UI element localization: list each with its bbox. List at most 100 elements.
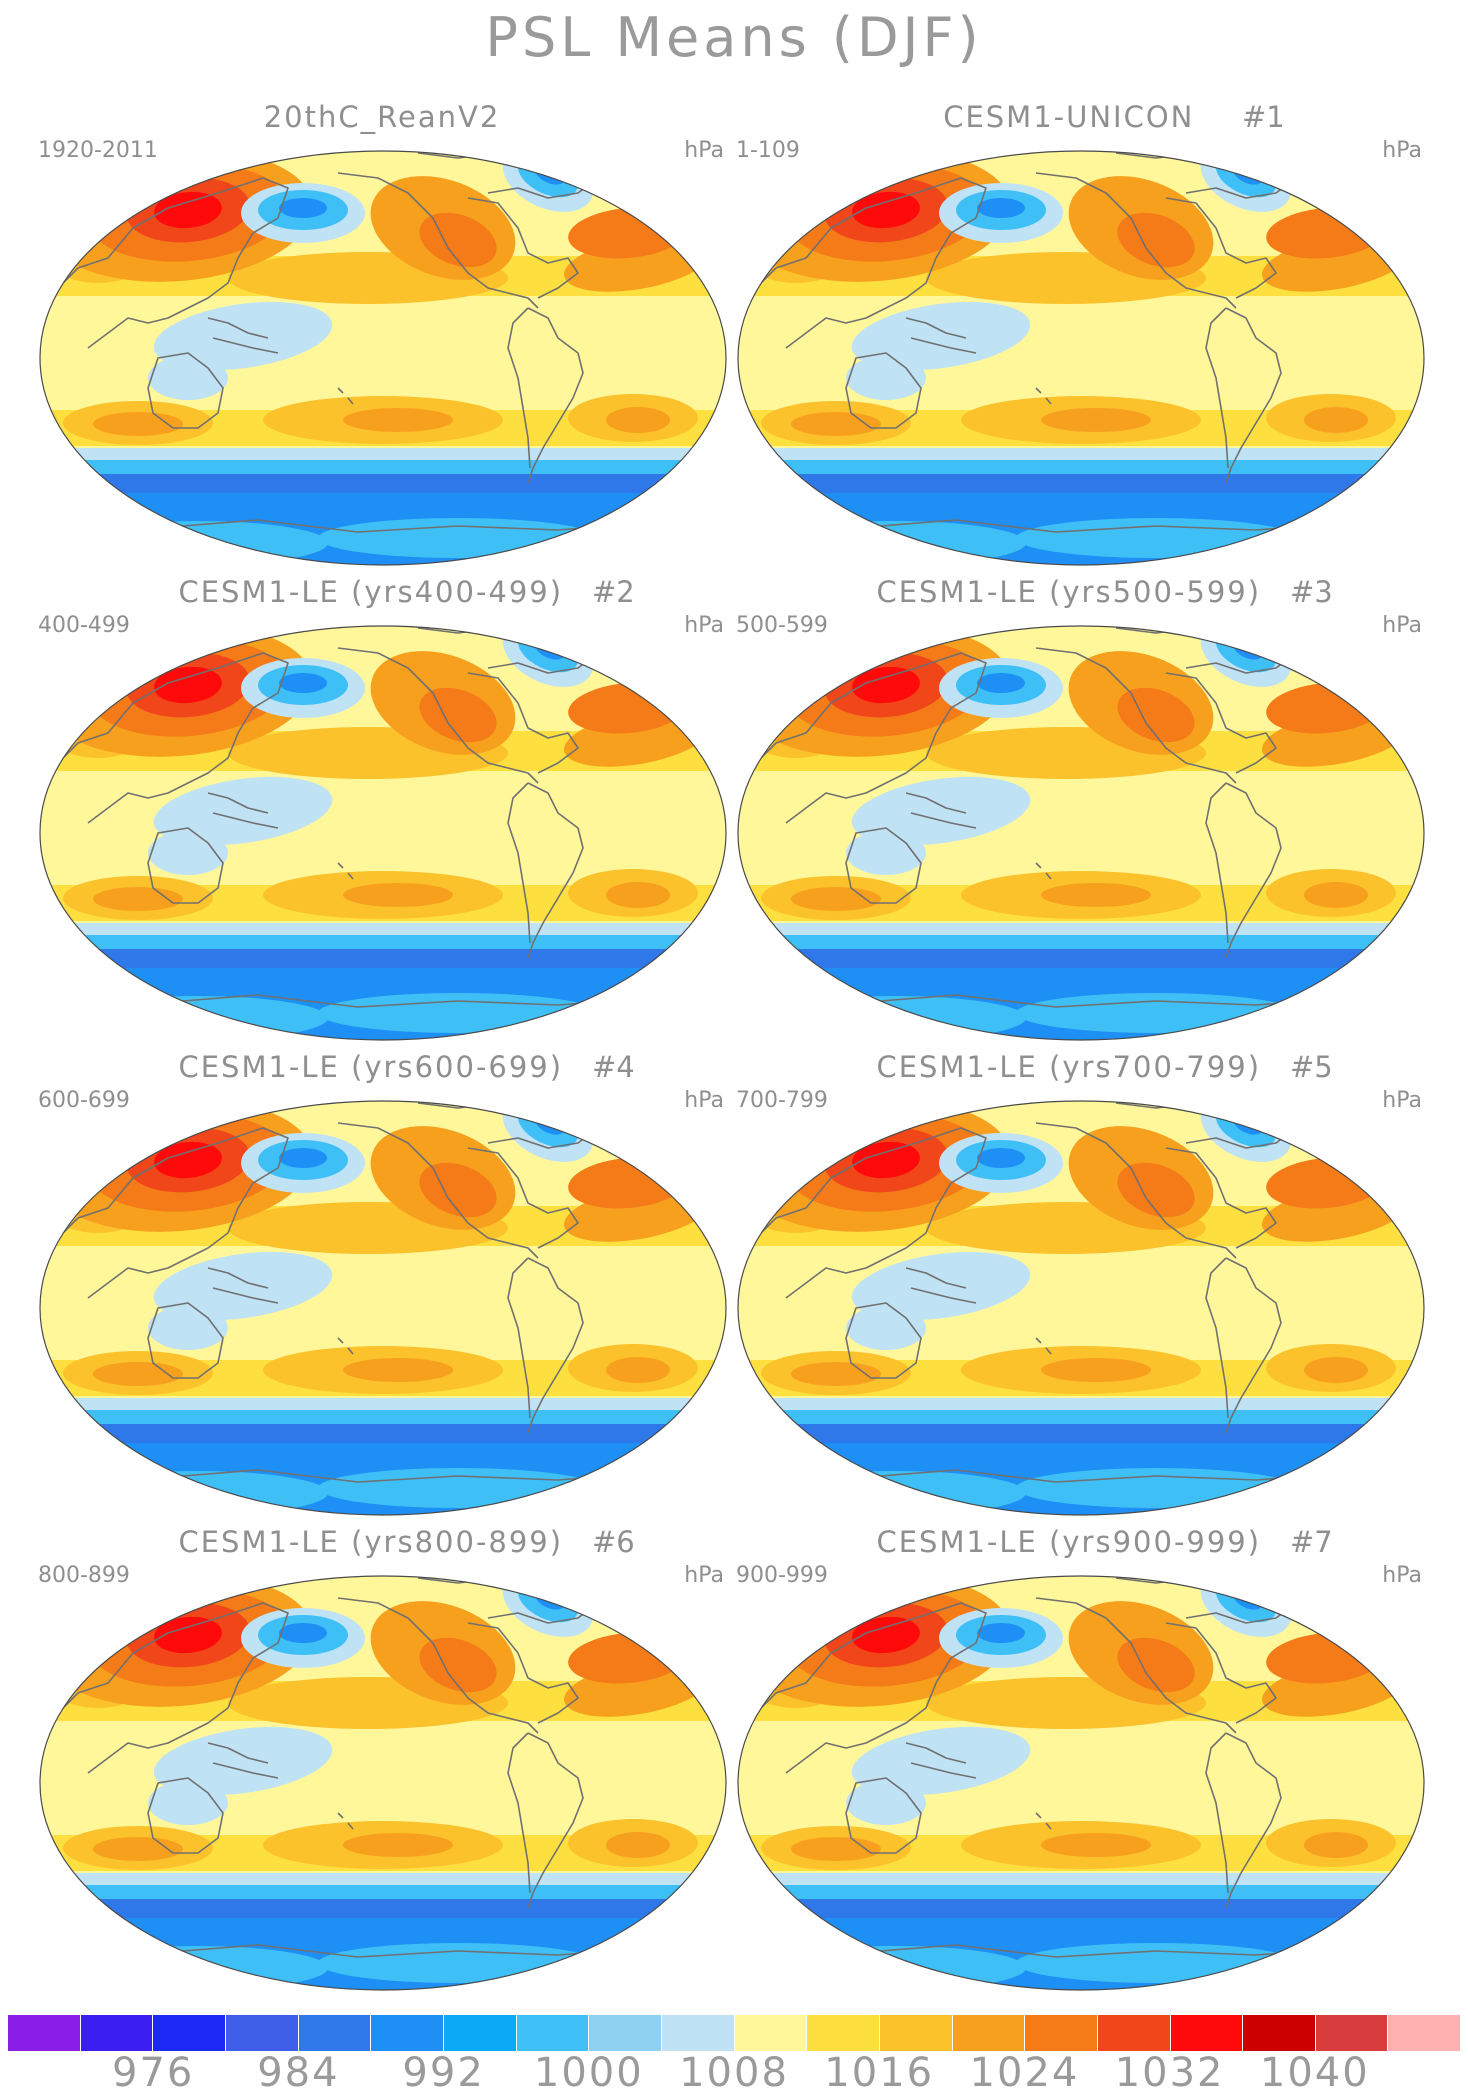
colorbar-tick-label: 1040 <box>1259 2050 1370 2096</box>
siberian-high-center <box>154 666 222 704</box>
south-atlantic-high-core <box>606 882 670 908</box>
colorbar-tick-label: 1024 <box>969 2050 1080 2096</box>
antarctic-light-patch <box>68 996 328 1040</box>
colorbar-box <box>1315 2015 1389 2051</box>
eurasia-coast <box>47 1127 289 1299</box>
south-indian-high-core <box>791 412 881 436</box>
south-america-west-coast <box>507 1257 531 1419</box>
panel-years: 700-799 <box>736 1088 828 1113</box>
south-america-coast <box>1225 307 1282 484</box>
south-pacific-high-core <box>343 1833 453 1857</box>
siberian-high-center <box>852 191 920 229</box>
aleutian-low-core <box>279 1148 327 1168</box>
south-america-coast <box>527 1257 584 1434</box>
panel-title: 20thC_ReanV2 <box>263 100 501 134</box>
north-america-east-coast <box>467 197 579 299</box>
panel-units: hPa <box>684 1563 724 1588</box>
antarctic-light-patch <box>68 1471 328 1515</box>
islands-coast <box>905 1742 977 1779</box>
panel-years: 1-109 <box>736 138 800 163</box>
colorbar-box <box>1025 2015 1098 2051</box>
colorbar-box <box>807 2015 880 2051</box>
islands-coast <box>905 1267 977 1304</box>
new-zealand-coast <box>337 387 354 405</box>
south-atlantic-high-core <box>606 1357 670 1383</box>
eurasia-coast <box>745 1602 987 1774</box>
map-border <box>737 1575 1425 1991</box>
south-atlantic-high-core <box>1304 1357 1368 1383</box>
map-panel: CESM1-LE (yrs900-999) #7 900-999 hPa <box>730 1525 1430 1995</box>
islands-coast <box>207 317 279 354</box>
north-america-west-coast <box>337 647 539 784</box>
australia-low <box>846 356 926 400</box>
siberian-high-center <box>154 191 222 229</box>
australia-coast <box>147 827 224 904</box>
panel-units: hPa <box>684 1088 724 1113</box>
south-atlantic-high-core <box>1304 882 1368 908</box>
panel-title: CESM1-LE (yrs500-599) <box>876 575 1284 609</box>
maritime-continent-low <box>851 776 1031 846</box>
islands-coast <box>207 1267 279 1304</box>
aleutian-low-core <box>977 1623 1025 1643</box>
colorbar-box <box>225 2015 299 2051</box>
colorbar-tick-label: 976 <box>112 2050 195 2096</box>
north-america-high-core <box>1117 1637 1195 1693</box>
map-border <box>737 1100 1425 1516</box>
south-indian-high-core <box>791 1362 881 1386</box>
south-pacific-high-core <box>1041 1358 1151 1382</box>
antarctic-light-patch <box>1016 1943 1296 1983</box>
colorbar-tick-label: 1032 <box>1114 2050 1225 2096</box>
map-border <box>39 1575 727 1991</box>
colorbar-tick-label: 1016 <box>824 2050 935 2096</box>
aleutian-low-core <box>279 1623 327 1643</box>
map-panel: 20thC_ReanV2 1920-2011 hPa <box>32 100 732 570</box>
south-pacific-high-core <box>343 1358 453 1382</box>
colorbar-box <box>1243 2015 1316 2051</box>
panel-units: hPa <box>1382 613 1422 638</box>
south-pacific-high-core <box>343 408 453 432</box>
south-indian-high-core <box>93 887 183 911</box>
north-america-west-coast <box>1035 1122 1237 1259</box>
panel-years: 900-999 <box>736 1563 828 1588</box>
north-america-east-coast <box>1165 1622 1277 1724</box>
north-america-east-coast <box>467 1622 579 1724</box>
siberian-high-center <box>154 1141 222 1179</box>
colorbar-box <box>443 2015 517 2051</box>
north-america-east-coast <box>1165 1147 1277 1249</box>
panel-years: 400-499 <box>38 613 130 638</box>
eurasia-coast <box>745 177 987 349</box>
map-border <box>39 625 727 1041</box>
colorbar-tick-label: 1000 <box>533 2050 644 2096</box>
panel-number: #5 <box>1290 1050 1333 1084</box>
new-zealand-coast <box>337 862 354 880</box>
siberian-high-center <box>852 1141 920 1179</box>
panel-units: hPa <box>1382 1563 1422 1588</box>
new-zealand-coast <box>337 1812 354 1830</box>
panel-number: #1 <box>1242 100 1285 134</box>
colorbar-tick-label: 984 <box>257 2050 340 2096</box>
australia-coast <box>147 1777 224 1854</box>
north-america-west-coast <box>337 172 539 309</box>
colorbar-box <box>661 2015 735 2051</box>
islands-coast <box>905 317 977 354</box>
south-america-west-coast <box>507 307 531 469</box>
south-america-west-coast <box>1205 782 1229 944</box>
figure-title: PSL Means (DJF) <box>485 6 983 69</box>
south-indian-high-core <box>93 1837 183 1861</box>
south-america-west-coast <box>507 782 531 944</box>
map-panel: CESM1-LE (yrs400-499) #2 400-499 hPa <box>32 575 732 1045</box>
panel-title: CESM1-LE (yrs900-999) <box>876 1525 1284 1559</box>
colorbar-box <box>153 2015 226 2051</box>
colorbar-labels: 976 984 992 1000 1008 1016 1024 1032 1040 <box>8 2050 1460 2096</box>
maritime-continent-low <box>851 301 1031 371</box>
panel-number: #7 <box>1290 1525 1333 1559</box>
antarctic-light-patch <box>766 996 1026 1040</box>
siberian-high-center <box>154 1616 222 1654</box>
psl-map <box>737 150 1425 566</box>
south-pacific-high-core <box>1041 1833 1151 1857</box>
panel-title: CESM1-LE (yrs600-699) <box>178 1050 586 1084</box>
map-panel: CESM1-LE (yrs700-799) #5 700-799 hPa <box>730 1050 1430 1520</box>
islands-coast <box>207 792 279 829</box>
north-america-high-core <box>419 687 497 743</box>
south-pacific-high-core <box>1041 883 1151 907</box>
